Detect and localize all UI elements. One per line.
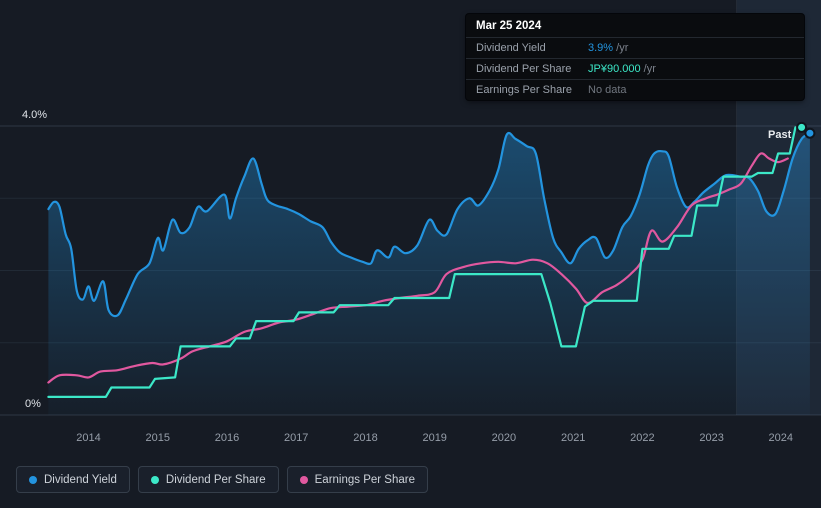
svg-text:4.0%: 4.0% xyxy=(22,109,47,121)
past-region-label: Past xyxy=(768,129,792,141)
tooltip-value: No data xyxy=(588,84,627,96)
svg-text:2020: 2020 xyxy=(492,432,516,444)
svg-text:2021: 2021 xyxy=(561,432,585,444)
svg-text:0%: 0% xyxy=(25,398,41,410)
svg-text:2018: 2018 xyxy=(353,432,377,444)
tooltip-value: 3.9% xyxy=(588,42,614,54)
dividend-per-share-dot-icon xyxy=(150,475,159,484)
svg-text:2022: 2022 xyxy=(630,432,654,444)
tooltip-row-dividend-per-share: Dividend Per Share JP¥90.000 /yr xyxy=(466,58,804,79)
tooltip-value-suffix: /yr xyxy=(640,63,656,75)
svg-text:2019: 2019 xyxy=(422,432,446,444)
tooltip-label: Dividend Yield xyxy=(476,42,546,54)
svg-text:2016: 2016 xyxy=(215,432,239,444)
svg-text:2017: 2017 xyxy=(284,432,308,444)
legend-item-earnings-per-share[interactable]: Earnings Per Share xyxy=(286,466,428,493)
legend-label: Dividend Yield xyxy=(44,473,117,486)
chart-legend: Dividend Yield Dividend Per Share Earnin… xyxy=(16,466,428,493)
tooltip-label: Earnings Per Share xyxy=(476,84,572,96)
tooltip-row-dividend-yield: Dividend Yield 3.9% /yr xyxy=(466,37,804,58)
tooltip-row-earnings-per-share: Earnings Per Share No data xyxy=(466,79,804,100)
dividend-chart-svg[interactable]: 4.0% 0% 2014 2015 2016 2017 2018 2019 2020 2021 20… xyxy=(0,0,821,455)
earnings-per-share-dot-icon xyxy=(299,475,308,484)
tooltip-value: JP¥90.000 xyxy=(588,63,641,75)
legend-label: Dividend Per Share xyxy=(165,473,266,486)
tooltip-label: Dividend Per Share xyxy=(476,63,572,75)
legend-label: Earnings Per Share xyxy=(314,473,415,486)
dividend-history-chart[interactable]: 4.0% 0% 2014 2015 2016 2017 2018 2019 2020 2021 20… xyxy=(0,0,821,455)
tooltip-value-suffix: /yr xyxy=(613,42,629,54)
legend-item-dividend-yield[interactable]: Dividend Yield xyxy=(16,466,130,493)
svg-text:2014: 2014 xyxy=(76,432,100,444)
dividend-yield-dot-icon xyxy=(29,475,37,484)
chart-tooltip: Mar 25 2024 Dividend Yield 3.9% /yr Divi… xyxy=(466,14,804,100)
svg-text:2023: 2023 xyxy=(699,432,723,444)
svg-text:2015: 2015 xyxy=(146,432,170,444)
tooltip-date: Mar 25 2024 xyxy=(476,20,542,32)
svg-text:2024: 2024 xyxy=(769,432,793,444)
legend-item-dividend-per-share[interactable]: Dividend Per Share xyxy=(137,466,279,493)
